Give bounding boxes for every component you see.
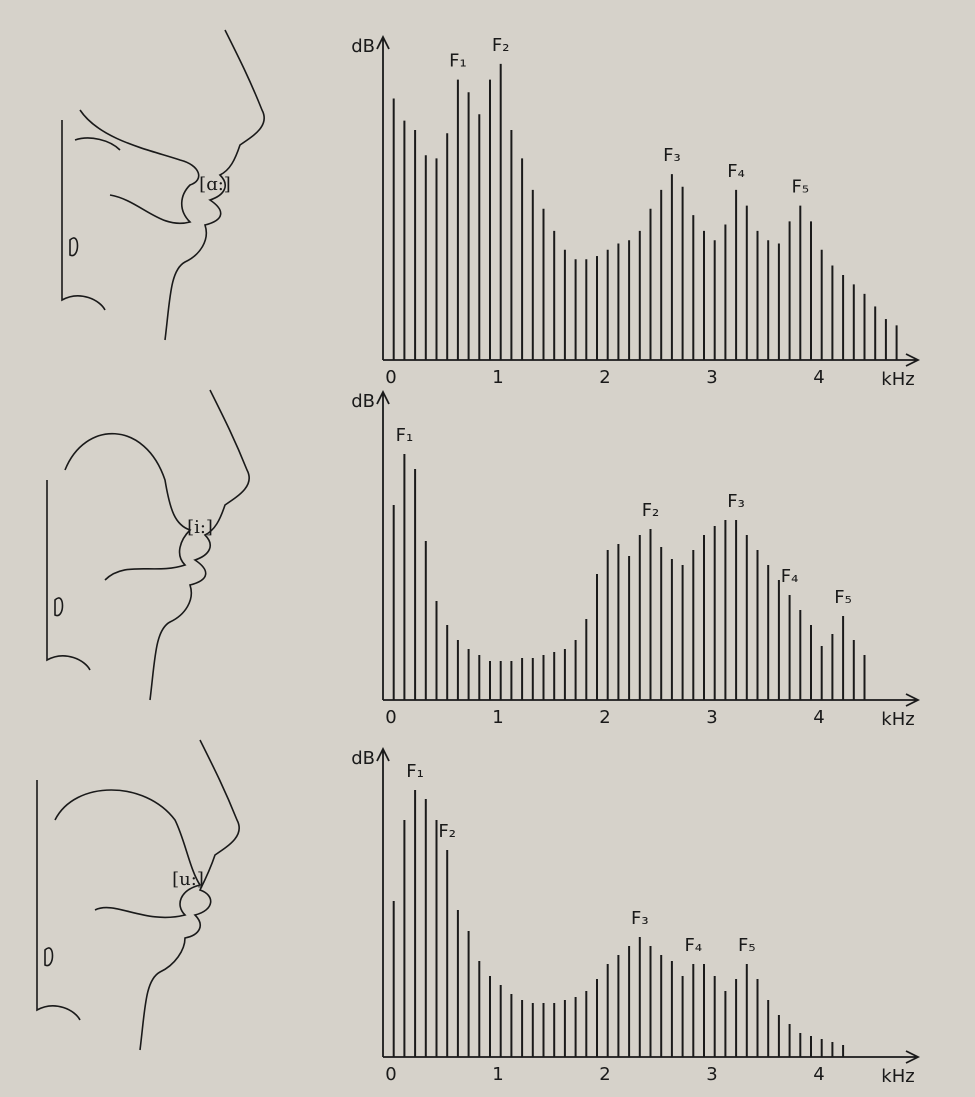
figure: dB kHz [ɑ:] 0 1 2 3 4 F₁ F₂ F₃ F₄ F₅ dB kHz [i:] 0 1 2 3 4 F₁… [0,0,975,1097]
x-tick-label: 1 [492,1064,503,1085]
x-tick-label: 0 [385,1064,396,1085]
vowel-label: [i:] [187,517,213,538]
formant-label: F₂ [492,35,510,56]
x-tick-label: 3 [706,367,717,388]
x-tick-label: 0 [385,707,396,728]
x-tick-label: 2 [599,367,610,388]
x-tick-label: 1 [492,707,503,728]
formant-label: F₁ [396,425,414,446]
vowel-label: [ɑ:] [199,174,231,195]
formant-label: F₅ [738,935,756,956]
x-tick-label: 4 [813,1064,824,1085]
x-tick-label: 3 [706,707,717,728]
page-background [0,0,975,1097]
x-tick-label: 1 [492,367,503,388]
formant-label: F₃ [727,491,745,512]
x-tick-label: 0 [385,367,396,388]
x-tick-label: 2 [599,1064,610,1085]
formant-label: F₃ [663,145,681,166]
x-tick-label: 4 [813,367,824,388]
y-axis-label: dB [351,36,375,57]
x-tick-label: 3 [706,1064,717,1085]
formant-label: F₄ [727,161,745,182]
formant-label: F₁ [406,761,424,782]
vowel-label: [u:] [172,869,204,890]
formant-label: F₂ [642,500,660,521]
y-axis-label: dB [351,391,375,412]
formant-label: F₅ [834,587,852,608]
x-axis-label: kHz [881,709,914,730]
formant-label: F₁ [449,51,467,72]
x-axis-label: kHz [881,369,914,390]
y-axis-label: dB [351,748,375,769]
formant-label: F₅ [792,177,810,198]
formant-label: F₄ [781,566,799,587]
x-axis-label: kHz [881,1066,914,1087]
formant-label: F₃ [631,908,649,929]
x-tick-label: 2 [599,707,610,728]
formant-label: F₄ [685,935,703,956]
formant-label: F₂ [438,821,456,842]
x-tick-label: 4 [813,707,824,728]
